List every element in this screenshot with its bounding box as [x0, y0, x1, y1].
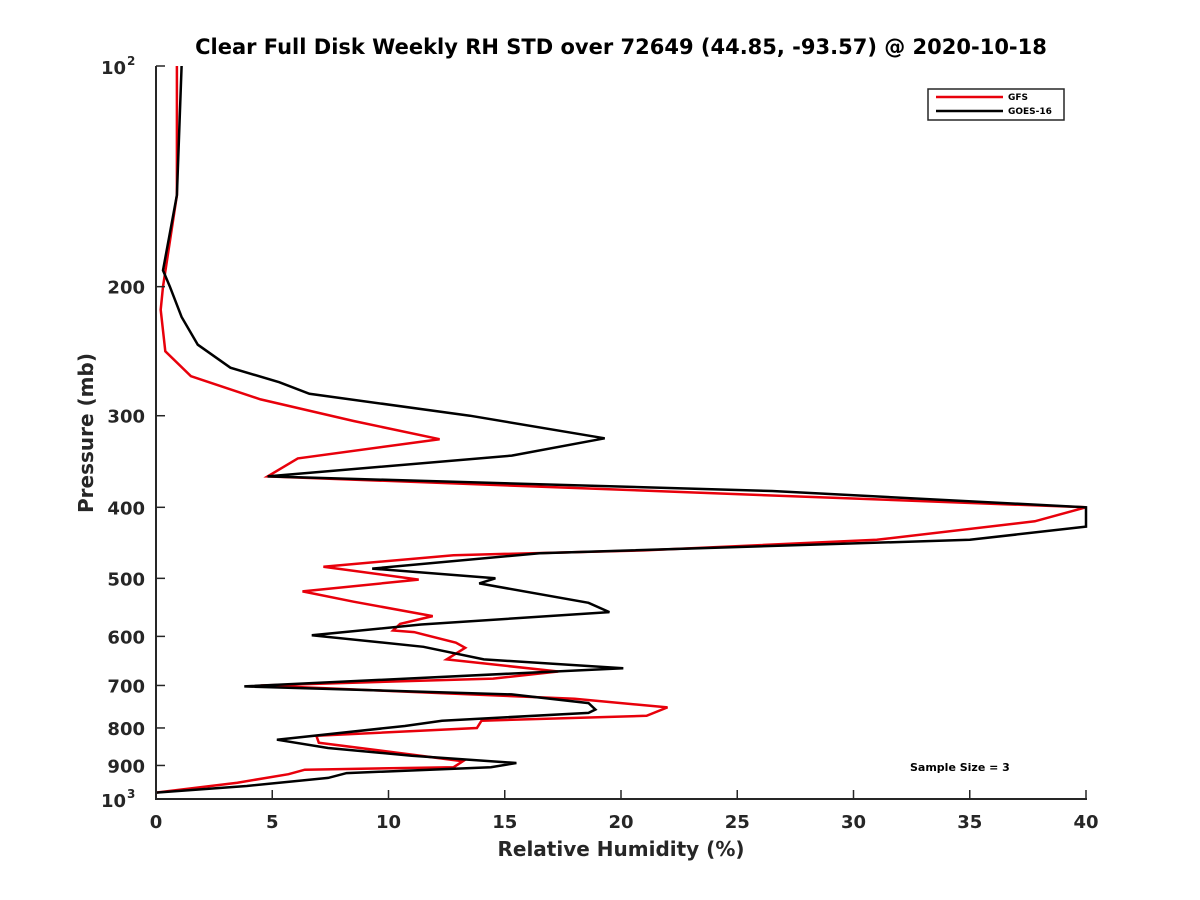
plot-area	[155, 65, 1088, 794]
y-tick-label: 700	[107, 676, 145, 697]
axes	[155, 66, 1087, 800]
chart-title: Clear Full Disk Weekly RH STD over 72649…	[195, 35, 1047, 59]
y-tick-label: 10	[101, 791, 126, 812]
y-tick-label: 800	[107, 719, 145, 740]
x-axis-label: Relative Humidity (%)	[497, 837, 744, 861]
x-tick-label: 30	[841, 812, 866, 833]
y-tick-label: 200	[107, 278, 145, 299]
y-tick-label: 300	[107, 407, 145, 428]
y-tick-label: 400	[107, 498, 145, 519]
legend: GFS GOES-16	[927, 88, 1065, 121]
y-tick-label: 600	[107, 627, 145, 648]
sample-size-annotation: Sample Size = 3	[910, 761, 1010, 774]
x-tick-label: 20	[608, 812, 633, 833]
x-tick-label: 15	[492, 812, 517, 833]
y-tick-exponent: 3	[127, 787, 135, 801]
y-tick-label: 10	[101, 58, 126, 79]
y-axis-label: Pressure (mb)	[74, 353, 98, 513]
x-tick-label: 35	[957, 812, 982, 833]
legend-label-goes-16: GOES-16	[1008, 107, 1052, 117]
legend-label-gfs: GFS	[1008, 93, 1028, 103]
x-tick-label: 5	[266, 812, 279, 833]
y-tick-exponent: 2	[127, 54, 135, 68]
x-tick-label: 0	[150, 812, 163, 833]
legend-box	[927, 88, 1065, 121]
x-axis-ticks: 0 5 10 15 20 25 30 35 40	[150, 790, 1099, 833]
series-line-goes-16	[155, 65, 1088, 794]
y-tick-label: 500	[107, 569, 145, 590]
x-tick-label: 10	[376, 812, 401, 833]
x-tick-label: 25	[725, 812, 750, 833]
y-tick-label: 900	[107, 756, 145, 777]
x-tick-label: 40	[1073, 812, 1098, 833]
